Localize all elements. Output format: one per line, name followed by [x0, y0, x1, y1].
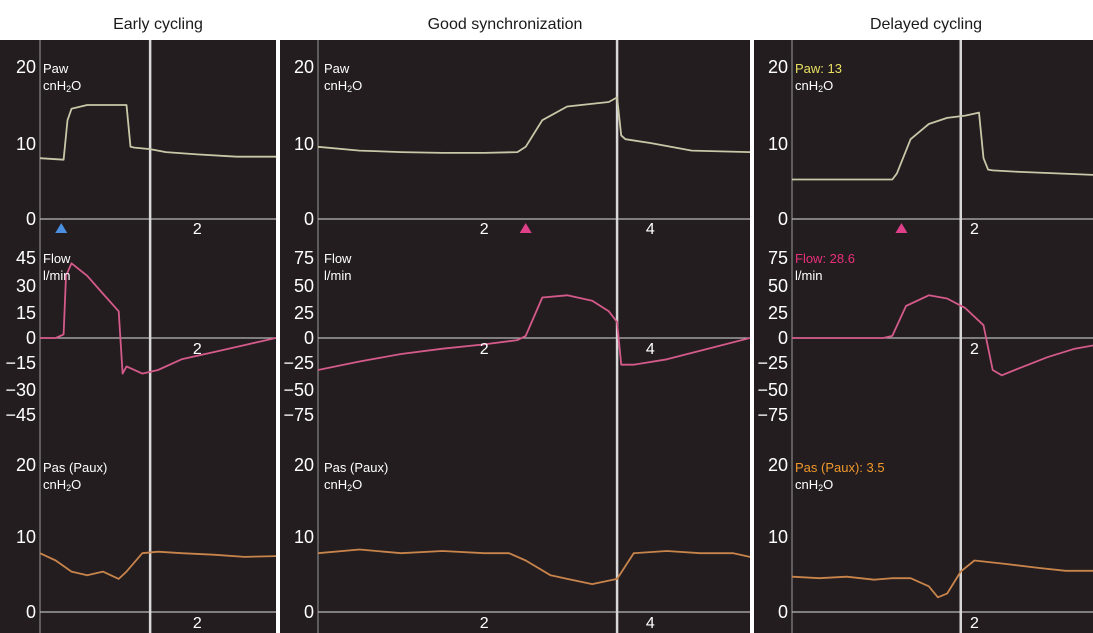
flow-y-tick-label: −25 [757, 353, 788, 373]
paw-y-tick-label: 10 [767, 134, 788, 154]
pas-y-tick-label: 0 [777, 602, 788, 622]
panel-delayed-cycling: Paw: 13 cnH2O Flow: 28.6 l/min Pas (Paux):… [754, 40, 1093, 633]
pas-trace [791, 559, 1093, 599]
pas-x-tick-label: 2 [969, 615, 979, 632]
flow-x-tick-label: 2 [479, 341, 489, 358]
pas-trace [317, 548, 750, 585]
flow-y-tick-label: 45 [15, 248, 36, 268]
pas-y-tick-label: 0 [25, 602, 36, 622]
chart-good-synchronization [317, 40, 750, 633]
flow-y-tick-label: −75 [283, 405, 314, 425]
flow-y-tick-label: 50 [767, 276, 788, 296]
pas-y-tick-label: 10 [767, 527, 788, 547]
pas-readout: Pas (Paux): 3.5 [795, 460, 885, 475]
pas-label: Pas (Paux): 3.5 cnH2O [795, 460, 885, 493]
flow-y-tick-label: 50 [293, 276, 314, 296]
flow-x-tick-label: 4 [645, 341, 655, 358]
flow-y-tick-label: 0 [25, 328, 36, 348]
pas-trace [39, 550, 276, 580]
paw-label: Paw: 13 cnH2O [795, 61, 842, 94]
flow-y-tick-label: −25 [283, 353, 314, 373]
pas-x-tick-label: 4 [645, 615, 655, 632]
column-title-good-synchronization: Good synchronization [427, 16, 583, 33]
paw-y-tick-label: 20 [15, 57, 36, 77]
trigger-marker-icon [55, 223, 68, 233]
flow-label: Flow: 28.6 l/min [795, 251, 855, 283]
pas-x-tick-label: 2 [479, 615, 489, 632]
paw-trace [39, 104, 276, 161]
paw-trace [792, 111, 1093, 181]
pas-y-tick-label: 20 [767, 455, 788, 475]
flow-x-tick-label: 2 [969, 341, 979, 358]
flow-trace [792, 294, 1093, 377]
flow-y-tick-label: 15 [15, 303, 36, 323]
flow-y-tick-label: 25 [767, 303, 788, 323]
trigger-marker-icon [519, 223, 532, 233]
paw-label: Paw cnH2O [324, 61, 363, 94]
paw-readout: Paw: 13 [795, 61, 842, 76]
flow-y-tick-label: −45 [5, 405, 36, 425]
paw-y-tick-label: 0 [777, 209, 788, 229]
flow-y-tick-label: 75 [293, 248, 314, 268]
paw-x-tick-label: 2 [192, 221, 202, 238]
pas-y-tick-label: 20 [15, 455, 36, 475]
pas-y-tick-label: 20 [293, 455, 314, 475]
flow-y-tick-label: −50 [757, 380, 788, 400]
trigger-marker-icon [895, 223, 908, 233]
flow-y-tick-label: −30 [5, 380, 36, 400]
flow-y-tick-label: 0 [303, 328, 314, 348]
flow-y-tick-label: 30 [15, 276, 36, 296]
column-title-early-cycling: Early cycling [113, 16, 203, 33]
flow-readout: Flow: 28.6 [795, 251, 855, 266]
panel-early-cycling: Paw cnH2O Flow l/min Pas (Paux) cnH2O 20 10 0… [0, 40, 276, 633]
paw-x-tick-label: 4 [645, 221, 655, 238]
paw-y-tick-label: 20 [767, 57, 788, 77]
pas-label: Pas (Paux) cnH2O [324, 460, 389, 493]
chart-delayed-cycling [791, 40, 1093, 633]
flow-y-tick-label: −15 [5, 353, 36, 373]
panel-good-synchronization: Paw cnH2O Flow l/min Pas (Paux) cnH2O 20 10 0… [280, 40, 750, 633]
pas-label: Pas (Paux) cnH2O [43, 460, 108, 493]
flow-trace [317, 294, 750, 371]
paw-y-tick-label: 10 [293, 134, 314, 154]
flow-trace [40, 262, 276, 375]
pas-y-tick-label: 10 [15, 527, 36, 547]
paw-y-tick-label: 20 [293, 57, 314, 77]
paw-trace [317, 96, 750, 154]
flow-y-tick-label: 75 [767, 248, 788, 268]
paw-y-tick-label: 0 [303, 209, 314, 229]
flow-label: Flow l/min [43, 251, 71, 283]
paw-y-tick-label: 10 [15, 134, 36, 154]
column-title-delayed-cycling: Delayed cycling [869, 16, 983, 33]
pas-y-tick-label: 10 [293, 527, 314, 547]
paw-y-tick-label: 0 [25, 209, 36, 229]
pas-y-tick-label: 0 [303, 602, 314, 622]
flow-label: Flow l/min [324, 251, 352, 283]
chart-early-cycling [39, 40, 276, 633]
flow-y-tick-label: 25 [293, 303, 314, 323]
paw-x-tick-label: 2 [479, 221, 489, 238]
paw-x-tick-label: 2 [969, 221, 979, 238]
pas-x-tick-label: 2 [192, 615, 202, 632]
flow-x-tick-label: 2 [192, 341, 202, 358]
flow-y-tick-label: −50 [283, 380, 314, 400]
paw-label: Paw cnH2O [43, 61, 82, 94]
flow-y-tick-label: −75 [757, 405, 788, 425]
flow-y-tick-label: 0 [777, 328, 788, 348]
